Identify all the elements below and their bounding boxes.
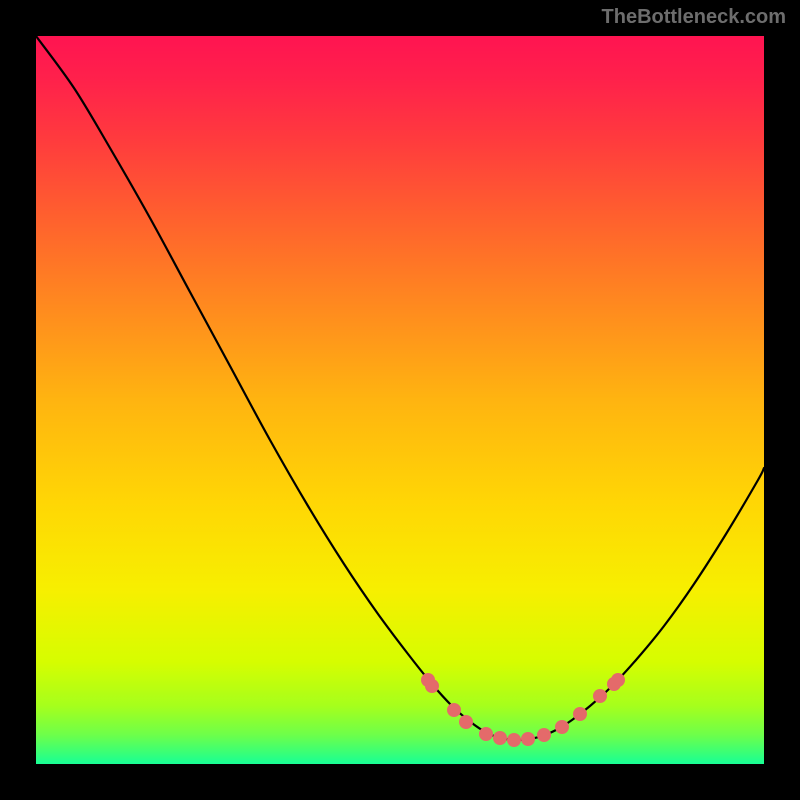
plot-area bbox=[36, 36, 764, 764]
watermark-text: TheBottleneck.com bbox=[602, 6, 786, 29]
chart-container: TheBottleneck.com bbox=[0, 0, 800, 800]
